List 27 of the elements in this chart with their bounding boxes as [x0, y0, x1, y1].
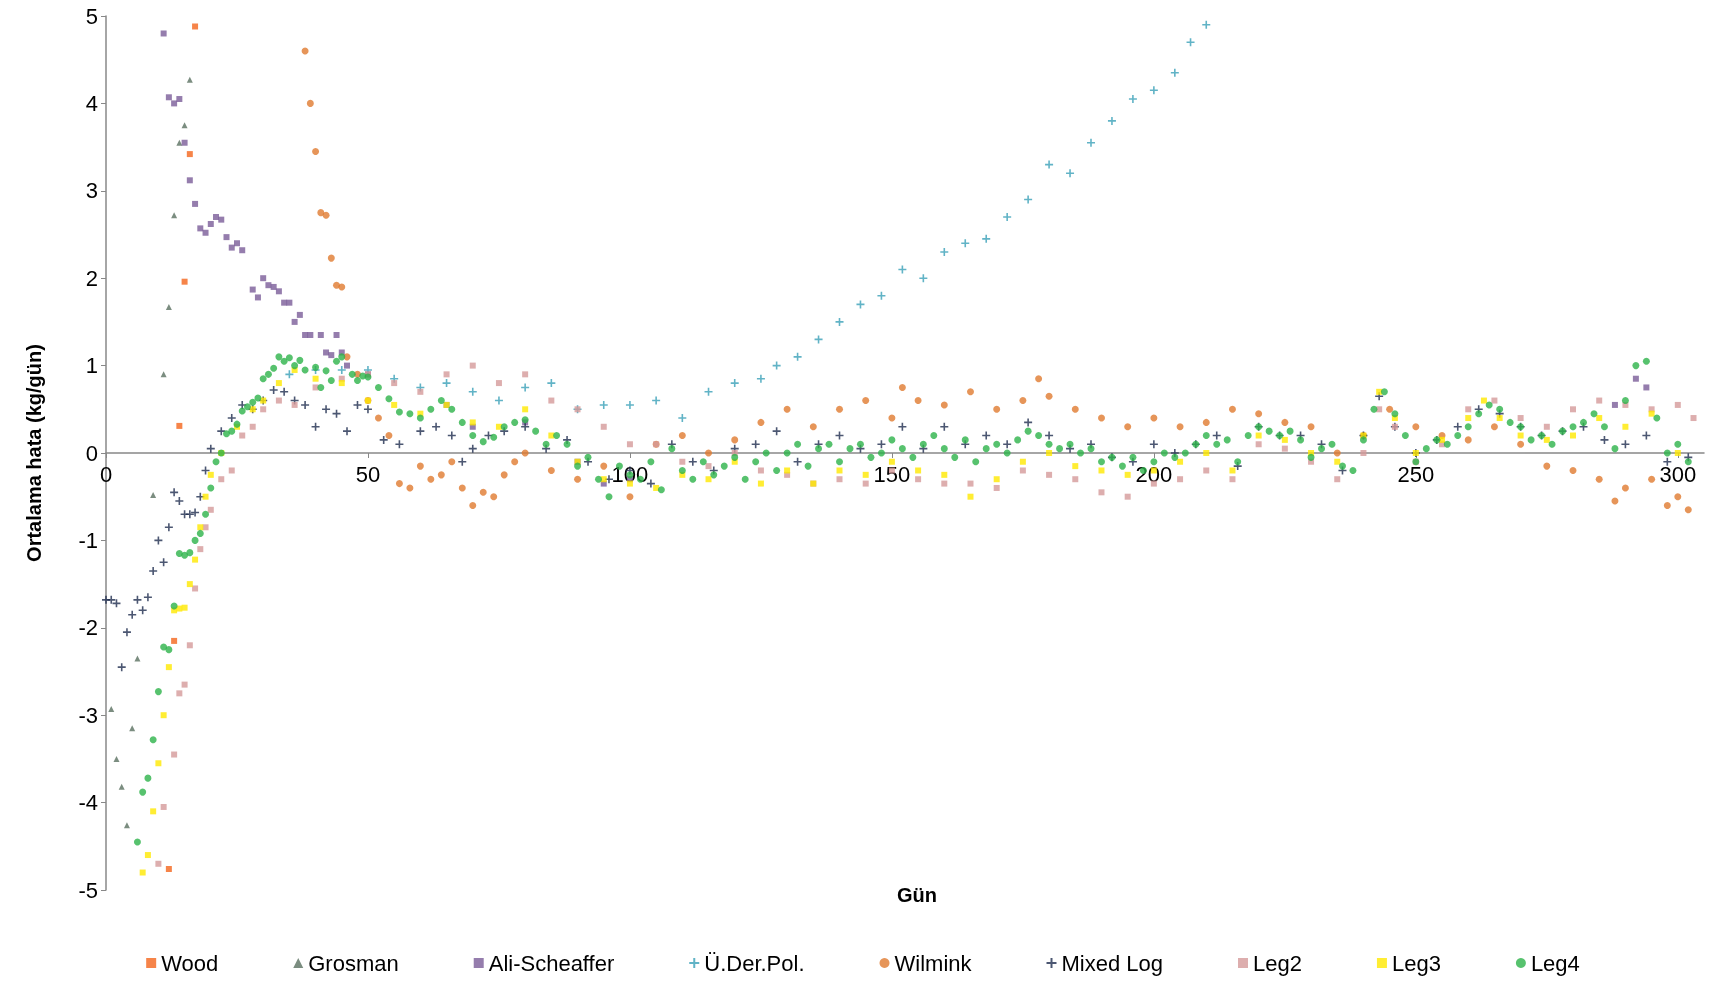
y-tick-label: -1 [78, 527, 98, 553]
y-tick-label: -4 [78, 790, 98, 816]
legend-label: Leg3 [1391, 950, 1441, 976]
y-tick-label: -2 [78, 615, 98, 641]
y-tick-label: 2 [85, 265, 98, 291]
y-axis-title: Ortalama hata (kg/gün) [23, 344, 45, 562]
legend-label: Ali-Scheaffer [488, 950, 615, 976]
x-tick-label: 250 [1397, 461, 1435, 487]
legend-label: Wood [161, 950, 219, 976]
y-tick-label: 4 [85, 90, 98, 116]
x-tick-label: 300 [1659, 461, 1697, 487]
legend-label: Leg2 [1253, 950, 1302, 976]
legend-label: Leg4 [1530, 950, 1580, 976]
y-tick-label: 1 [85, 353, 98, 379]
x-tick-label: 150 [873, 461, 911, 487]
legend-label: Mixed Log [1061, 950, 1164, 976]
y-tick-label: 0 [85, 440, 98, 466]
x-tick-label: 200 [1135, 461, 1173, 487]
y-tick-label: -3 [78, 702, 98, 728]
legend-label: Ü.Der.Pol. [704, 950, 805, 976]
x-tick-label: 50 [355, 461, 381, 487]
y-tick-label: 3 [85, 178, 98, 204]
x-axis-title: Gün [897, 884, 937, 906]
y-tick-label: 5 [85, 3, 98, 29]
legend-label: Grosman [308, 950, 399, 976]
y-tick-label: -5 [78, 877, 98, 903]
legend-label: Wilmink [894, 950, 973, 976]
